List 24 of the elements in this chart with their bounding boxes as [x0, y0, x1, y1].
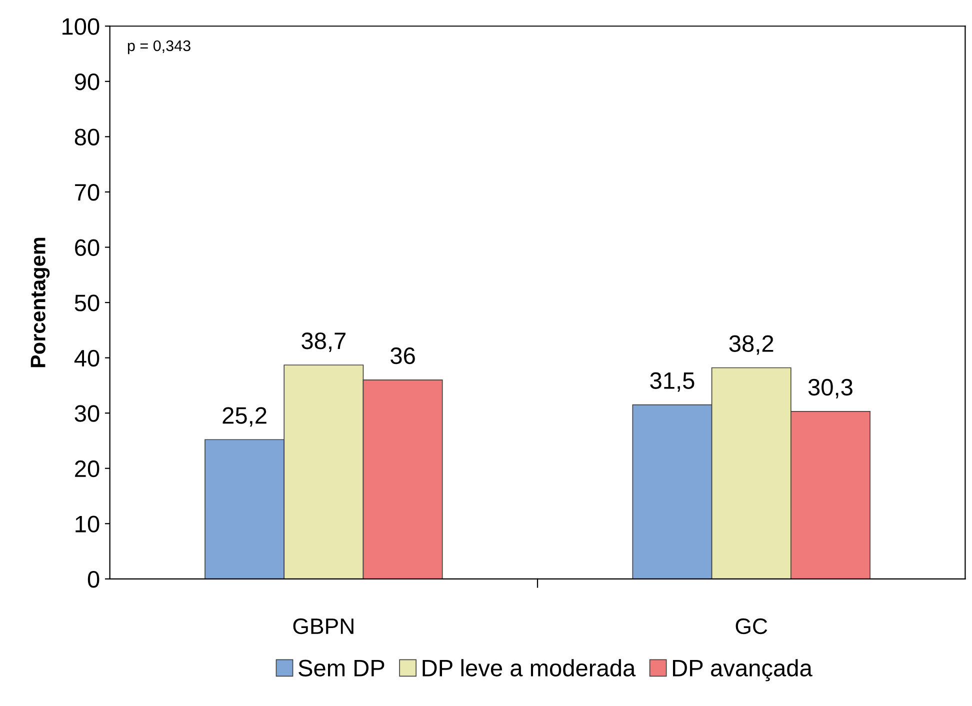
y-tick-label: 50 — [74, 294, 100, 312]
legend-label: Sem DP — [298, 660, 384, 676]
data-label: 30,3 — [808, 378, 852, 398]
legend-label: DP avançada — [672, 659, 812, 682]
y-tick-label: 70 — [75, 184, 100, 201]
x-tick-label: GBPN — [293, 618, 354, 634]
legend-label: DP leve a moderada — [422, 659, 636, 676]
y-tick-label: 10 — [76, 516, 100, 532]
x-tick-label: GC — [736, 618, 768, 634]
data-label: 36 — [390, 347, 415, 364]
y-tick-label: 20 — [75, 460, 100, 478]
data-label: 38,2 — [729, 335, 774, 355]
y-tick-label: 40 — [74, 350, 100, 367]
y-tick-label: 100 — [62, 18, 100, 35]
data-label: 25,2 — [222, 407, 266, 427]
y-tick-label: 0 — [88, 570, 100, 588]
annotation: p = 0,343 — [128, 40, 190, 54]
y-tick-label: 30 — [74, 405, 100, 422]
y-tick-label: 80 — [74, 128, 100, 146]
y-tick-label: 90 — [74, 73, 100, 90]
data-label: 31,5 — [650, 372, 694, 392]
y-axis-title: Porcentagem — [30, 238, 50, 368]
data-label: 38,7 — [302, 332, 346, 352]
y-tick-label: 60 — [75, 239, 100, 256]
